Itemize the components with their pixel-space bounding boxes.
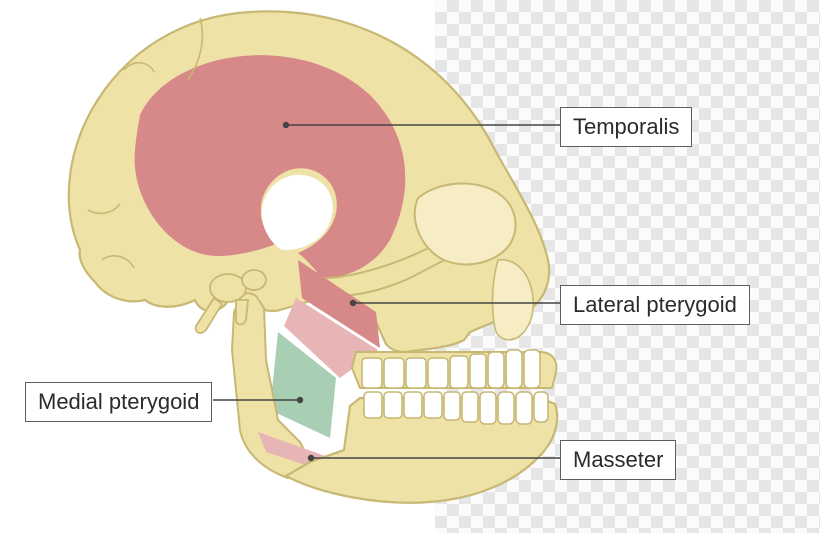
skull-diagram: [0, 0, 820, 533]
label-medial-pterygoid: Medial pterygoid: [25, 382, 212, 422]
skull-group: [69, 11, 557, 502]
label-masseter: Masseter: [560, 440, 676, 480]
label-temporalis: Temporalis: [560, 107, 692, 147]
label-lateral-pterygoid: Lateral pterygoid: [560, 285, 750, 325]
